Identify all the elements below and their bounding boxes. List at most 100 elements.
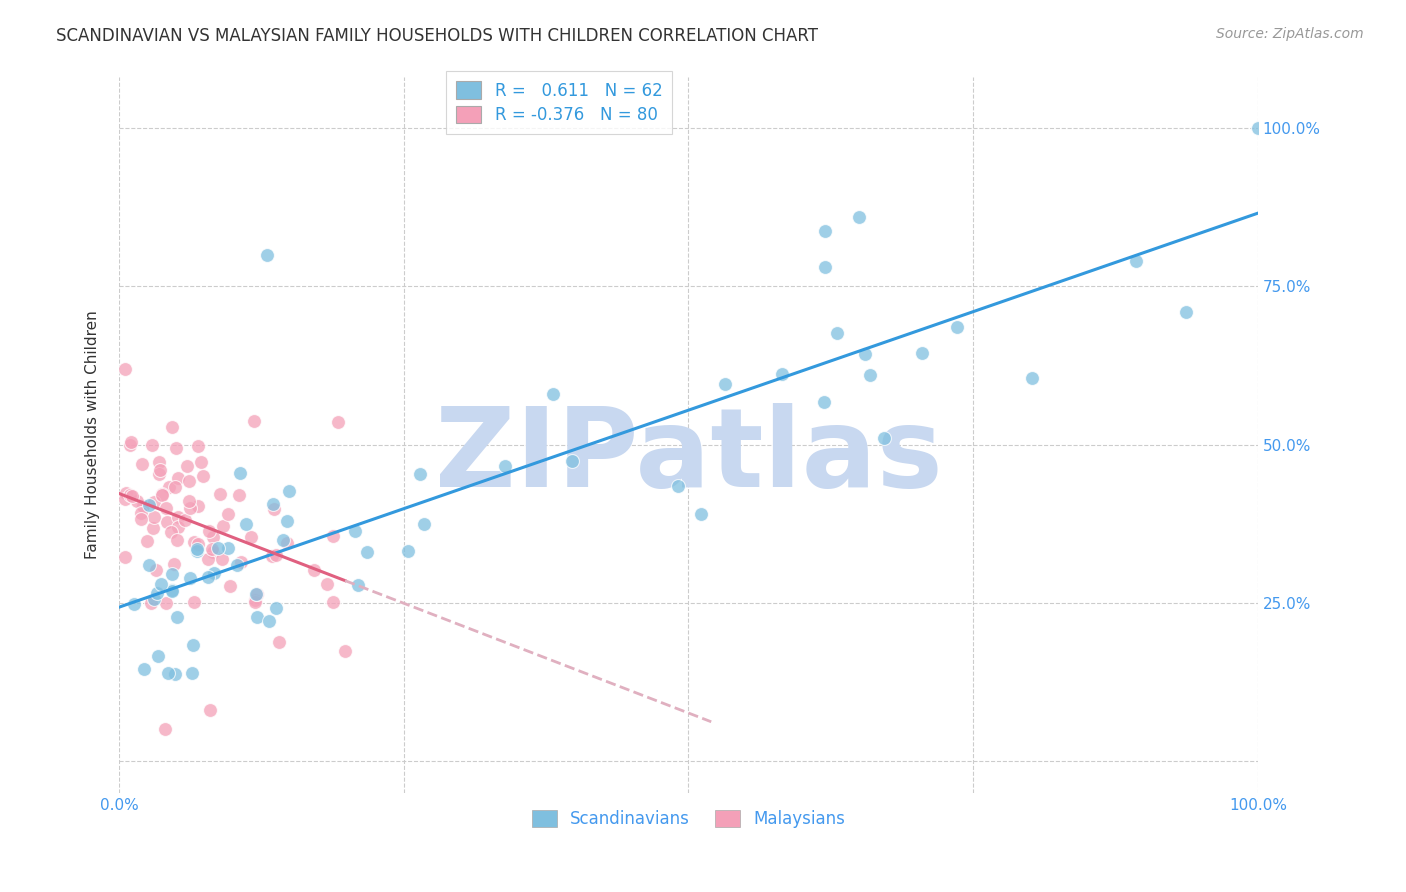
Point (114, 549, 136, 564)
Point (257, 614, 280, 628)
Point (1125, 253, 1147, 268)
Point (150, 487, 173, 501)
Point (266, 601, 288, 615)
Point (179, 494, 201, 508)
Point (187, 439, 209, 453)
Point (245, 587, 267, 601)
Point (666, 479, 689, 493)
Point (160, 419, 183, 434)
Point (127, 494, 149, 508)
Point (149, 463, 172, 477)
Point (166, 609, 188, 624)
Point (114, 491, 136, 506)
Point (246, 587, 269, 601)
Point (276, 536, 298, 550)
Point (131, 457, 153, 471)
Point (177, 474, 200, 488)
Point (183, 595, 205, 609)
Point (148, 455, 170, 469)
Point (155, 596, 177, 610)
Point (173, 513, 195, 527)
Point (211, 551, 233, 566)
Point (142, 520, 165, 534)
Point (141, 438, 163, 452)
Point (770, 367, 793, 381)
Point (316, 577, 339, 591)
Point (207, 541, 229, 556)
Point (167, 510, 190, 524)
Point (343, 524, 366, 538)
Point (163, 557, 186, 571)
Point (413, 517, 436, 532)
Point (165, 441, 187, 455)
Point (186, 541, 208, 556)
Point (264, 548, 287, 562)
Point (1247, 121, 1270, 136)
Point (1021, 371, 1043, 385)
Point (134, 662, 156, 676)
Point (217, 507, 239, 521)
Legend: Scandinavians, Malaysians: Scandinavians, Malaysians (524, 803, 852, 834)
Point (217, 541, 239, 555)
Point (186, 544, 208, 558)
Point (859, 368, 882, 383)
Point (262, 549, 284, 563)
Point (131, 499, 153, 513)
Point (181, 665, 204, 680)
Point (322, 529, 344, 543)
Point (267, 635, 290, 649)
Point (148, 467, 170, 481)
Point (714, 377, 737, 392)
Point (212, 519, 235, 533)
Point (561, 454, 583, 468)
Point (118, 488, 141, 502)
Point (179, 571, 201, 585)
Point (159, 524, 181, 539)
Point (873, 431, 896, 445)
Point (302, 564, 325, 578)
Point (494, 458, 516, 473)
Y-axis label: Family Households with Children: Family Households with Children (86, 310, 100, 559)
Text: SCANDINAVIAN VS MALAYSIAN FAMILY HOUSEHOLDS WITH CHILDREN CORRELATION CHART: SCANDINAVIAN VS MALAYSIAN FAMILY HOUSEHO… (56, 27, 818, 45)
Point (124, 597, 146, 611)
Point (356, 545, 378, 559)
Point (263, 501, 285, 516)
Point (945, 319, 967, 334)
Point (114, 361, 136, 376)
Point (276, 514, 298, 528)
Point (131, 506, 153, 520)
Point (163, 480, 186, 494)
Point (1175, 305, 1198, 319)
Point (218, 579, 240, 593)
Point (813, 394, 835, 409)
Point (322, 595, 344, 609)
Point (145, 563, 167, 577)
Point (229, 467, 252, 481)
Point (541, 387, 564, 401)
Point (190, 455, 212, 469)
Point (167, 520, 190, 534)
Point (256, 247, 278, 261)
Point (145, 585, 167, 599)
Point (240, 530, 263, 544)
Point (138, 558, 160, 573)
Point (814, 224, 837, 238)
Point (120, 437, 142, 451)
Point (138, 499, 160, 513)
Point (191, 468, 214, 483)
Text: Source: ZipAtlas.com: Source: ZipAtlas.com (1216, 27, 1364, 41)
Point (814, 260, 837, 275)
Point (187, 499, 209, 513)
Point (120, 435, 142, 450)
Point (201, 542, 224, 557)
Point (278, 483, 301, 498)
Point (155, 500, 177, 515)
Point (143, 592, 166, 607)
Point (198, 703, 221, 717)
Point (167, 471, 190, 485)
Point (149, 577, 172, 591)
Point (197, 570, 219, 584)
Point (129, 512, 152, 526)
Point (235, 517, 257, 532)
Point (162, 567, 184, 582)
